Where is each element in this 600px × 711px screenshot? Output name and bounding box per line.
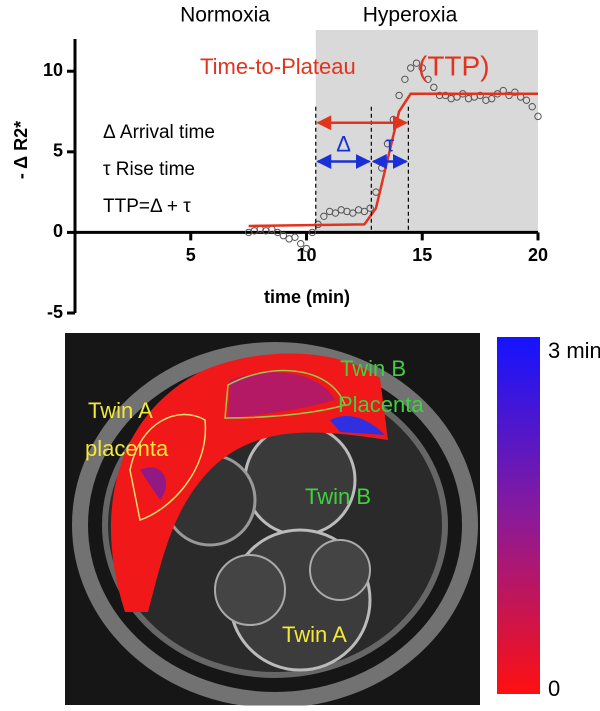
hyperoxia-region bbox=[315, 30, 538, 233]
data-point bbox=[412, 59, 421, 67]
y-axis-label: - Δ R2* bbox=[11, 121, 31, 179]
annotation: (TTP) bbox=[418, 50, 490, 81]
image-label: Twin A bbox=[282, 622, 347, 647]
data-point bbox=[297, 239, 305, 248]
data-point bbox=[406, 64, 415, 72]
legend-text: Δ Arrival time bbox=[103, 122, 215, 143]
data-point bbox=[505, 91, 513, 100]
colorbar: 3 min 0 bbox=[497, 337, 600, 701]
data-point bbox=[273, 228, 282, 237]
legend-text: TTP=Δ + τ bbox=[103, 196, 191, 217]
image-label: Twin B bbox=[340, 356, 406, 381]
data-point bbox=[441, 91, 450, 100]
mri-image: Twin B Placenta Twin A placenta Twin B T… bbox=[65, 333, 480, 708]
legend-text: τ Rise time bbox=[103, 159, 195, 180]
data-point bbox=[418, 64, 426, 72]
data-point bbox=[511, 88, 519, 96]
colorbar-label: 0 bbox=[548, 676, 560, 701]
data-point bbox=[360, 207, 369, 216]
data-point bbox=[395, 91, 403, 100]
y-tick-label: 5 bbox=[53, 141, 63, 161]
data-point bbox=[302, 244, 311, 253]
delta-label: Δ bbox=[336, 131, 351, 156]
data-point bbox=[349, 209, 357, 217]
y-tick-label: 10 bbox=[43, 60, 63, 80]
y-tick-label: -5 bbox=[47, 302, 63, 322]
data-point bbox=[401, 75, 409, 83]
data-point bbox=[366, 204, 374, 212]
image-label: Placenta bbox=[338, 392, 424, 417]
image-label: Twin B bbox=[305, 484, 371, 509]
data-point bbox=[476, 91, 484, 100]
data-point bbox=[488, 94, 496, 103]
x-tick-label: 20 bbox=[528, 245, 548, 265]
data-point bbox=[534, 112, 542, 121]
data-point bbox=[308, 228, 316, 237]
data-point bbox=[430, 83, 438, 92]
x-tick-label: 5 bbox=[186, 245, 196, 265]
region-label: Hyperoxia bbox=[363, 4, 458, 27]
x-tick-label: 15 bbox=[412, 245, 432, 265]
colorbar-label: 3 min bbox=[548, 338, 600, 363]
data-point bbox=[331, 209, 340, 217]
data-point bbox=[435, 91, 444, 100]
image-label: Twin A bbox=[88, 398, 153, 423]
tau-label: τ bbox=[385, 131, 394, 156]
data-point bbox=[279, 231, 288, 240]
plot: Normoxia Hyperoxia -5 0 5 10 5 10 15 20 time (min)… bbox=[11, 4, 548, 322]
data-point bbox=[424, 75, 432, 83]
y-tick-label: 0 bbox=[53, 221, 63, 241]
region-label: Normoxia bbox=[180, 4, 270, 27]
data-point bbox=[291, 233, 299, 241]
annotation: Time-to-Plateau bbox=[200, 54, 356, 79]
data-point bbox=[320, 212, 328, 220]
x-axis-label: time (min) bbox=[264, 287, 350, 307]
x-tick-label: 10 bbox=[296, 245, 316, 265]
data-point bbox=[528, 102, 536, 111]
data-point bbox=[522, 96, 531, 104]
image-label: placenta bbox=[85, 436, 169, 461]
